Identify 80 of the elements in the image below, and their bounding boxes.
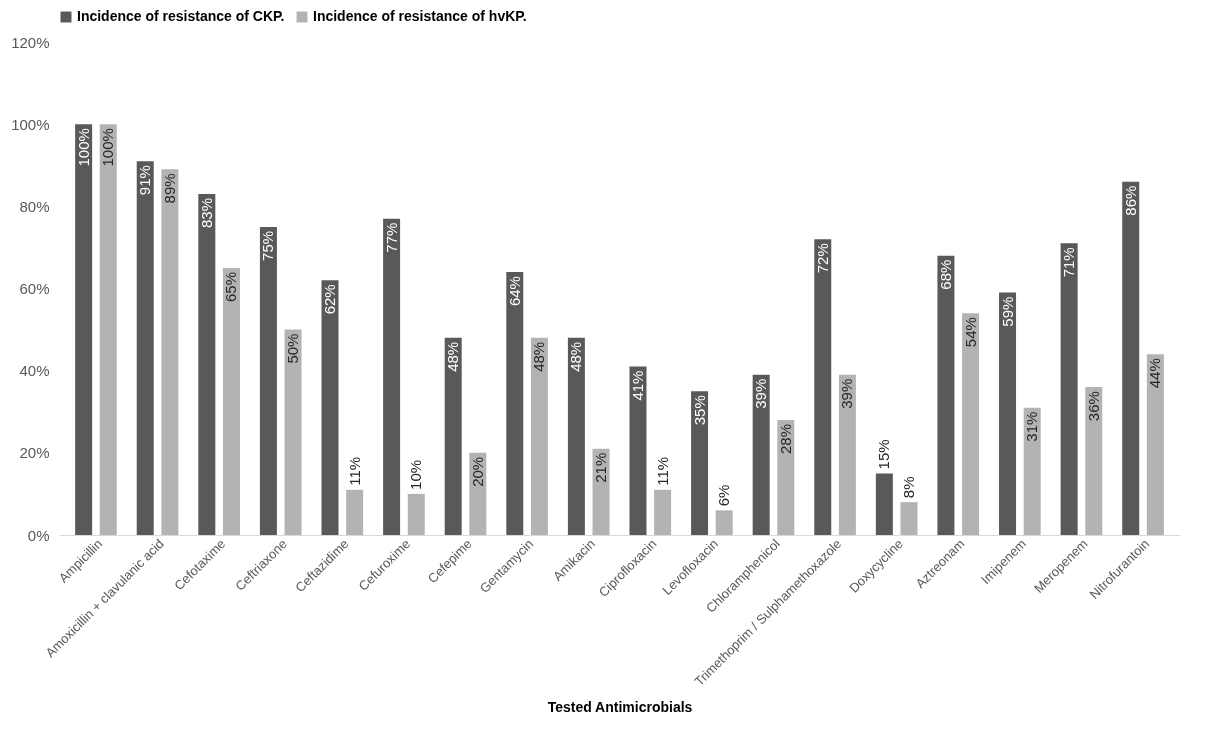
data-label: 100%	[99, 128, 117, 167]
data-label: 59%	[998, 296, 1016, 327]
bar	[1085, 387, 1103, 535]
bar	[383, 218, 401, 535]
bar	[161, 169, 179, 535]
bar	[259, 226, 277, 535]
data-label: 91%	[136, 165, 154, 196]
data-label: 71%	[1060, 247, 1078, 278]
data-label: 75%	[259, 230, 277, 261]
data-label: 35%	[690, 395, 708, 426]
data-label: 77%	[382, 222, 400, 253]
y-tick-label: 0%	[27, 526, 50, 544]
bar	[937, 255, 955, 535]
bar	[1023, 407, 1041, 535]
y-tick-label: 60%	[19, 280, 50, 297]
bar	[506, 272, 524, 535]
bar	[75, 124, 93, 535]
bar	[814, 239, 832, 535]
data-label: 28%	[776, 423, 794, 454]
data-label: 36%	[1084, 391, 1102, 422]
bar	[962, 313, 980, 535]
y-tick-label: 20%	[19, 444, 50, 462]
bar	[715, 510, 733, 535]
data-label: 48%	[567, 341, 585, 372]
data-label: 48%	[530, 341, 548, 372]
data-label: 20%	[468, 456, 486, 487]
y-tick-label: 120%	[11, 33, 50, 51]
data-label: 10%	[407, 459, 425, 490]
data-label: 72%	[813, 243, 831, 274]
data-label: 21%	[592, 452, 610, 483]
bar	[691, 391, 709, 535]
bar	[222, 267, 240, 535]
data-label: 48%	[444, 341, 462, 372]
x-axis-title: Tested Antimicrobials	[547, 698, 693, 715]
data-label: 44%	[1146, 358, 1164, 389]
bar	[444, 337, 462, 535]
data-label: 6%	[715, 484, 733, 507]
bar	[654, 489, 672, 535]
data-label: 62%	[321, 284, 339, 315]
bar	[198, 194, 216, 535]
data-label: 39%	[752, 378, 770, 409]
data-label: 68%	[936, 259, 954, 290]
bar	[321, 280, 339, 535]
data-label: 15%	[875, 439, 893, 470]
bar	[567, 337, 585, 535]
data-label: 54%	[961, 317, 979, 348]
bar	[284, 329, 302, 535]
data-label: 83%	[197, 198, 215, 229]
data-label: 86%	[1121, 185, 1139, 216]
data-label: 100%	[74, 128, 92, 167]
bar	[752, 374, 770, 535]
bar	[1122, 181, 1140, 535]
data-label: 39%	[838, 378, 856, 409]
bar	[407, 493, 425, 535]
y-tick-label: 100%	[11, 115, 50, 133]
bar	[346, 489, 364, 535]
bar	[900, 502, 918, 535]
y-tick-label: 40%	[19, 362, 50, 380]
bar	[629, 366, 647, 535]
data-label: 31%	[1023, 411, 1041, 442]
data-label: 65%	[222, 271, 240, 302]
data-label: 11%	[345, 456, 363, 486]
bar	[838, 374, 856, 535]
bar	[530, 337, 548, 535]
legend-label: Incidence of resistance of hvKP.	[313, 8, 527, 24]
data-label: 8%	[899, 476, 917, 499]
bar	[777, 419, 795, 535]
bar	[136, 161, 154, 535]
data-label: 41%	[628, 370, 646, 401]
bar	[999, 292, 1017, 535]
bar	[1060, 243, 1078, 535]
data-label: 89%	[160, 173, 178, 204]
data-label: 50%	[284, 333, 302, 364]
bar	[1146, 354, 1164, 535]
bar	[99, 124, 117, 535]
legend-label: Incidence of resistance of CKP.	[77, 8, 285, 24]
data-label: 11%	[653, 456, 671, 486]
y-tick-label: 80%	[19, 197, 50, 215]
data-label: 64%	[505, 276, 523, 307]
bar	[875, 473, 893, 535]
